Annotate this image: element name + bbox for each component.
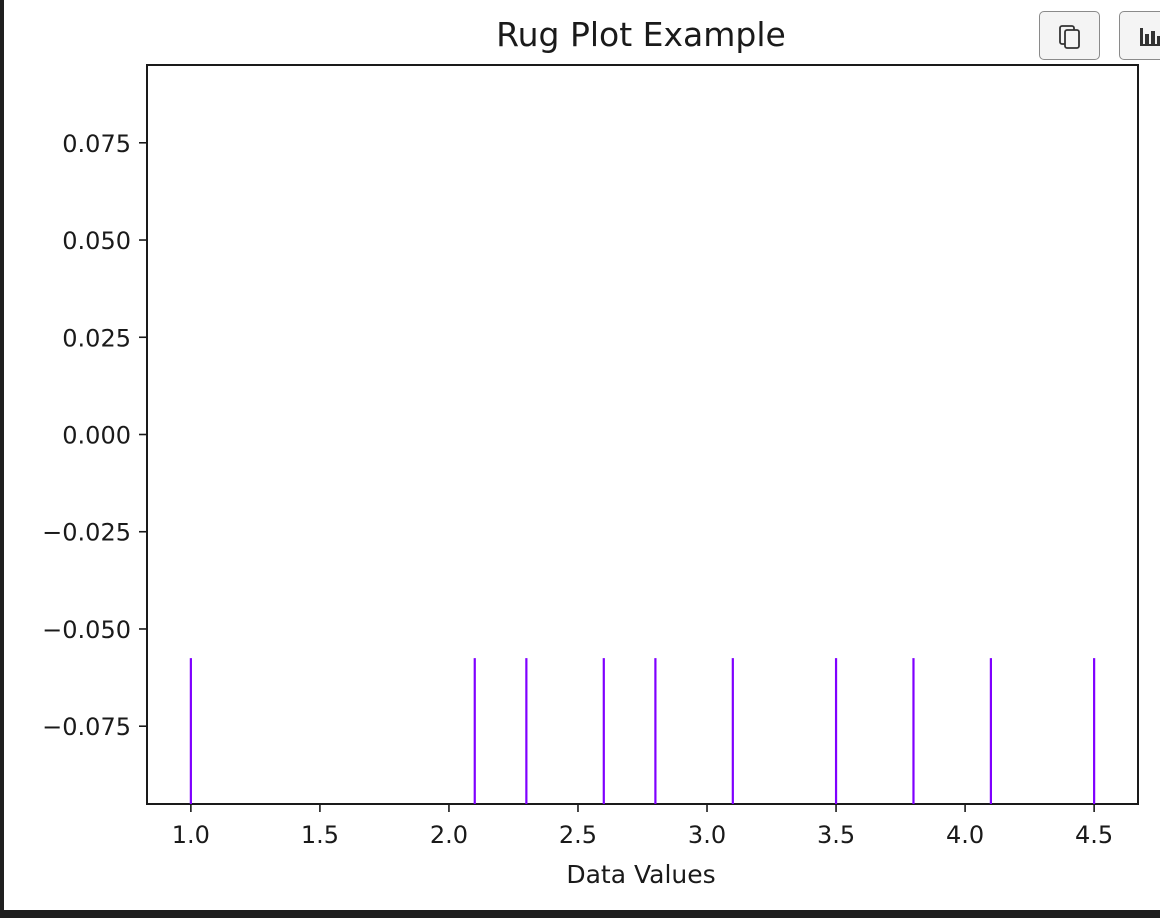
figure-window: Rug Plot Example 1.0 1.5 2.0 2.5 3.0 3.5 4.0 4.… bbox=[4, 0, 1160, 910]
chart-title: Rug Plot Example bbox=[496, 15, 786, 54]
y-tick-label: −0.075 bbox=[42, 713, 131, 741]
y-tick-label: −0.050 bbox=[42, 616, 131, 644]
x-axis: 1.0 1.5 2.0 2.5 3.0 3.5 4.0 4.5 bbox=[172, 804, 1113, 849]
x-tick-label: 3.0 bbox=[688, 821, 726, 849]
bar-chart-icon bbox=[1140, 28, 1160, 46]
y-tick-label: 0.025 bbox=[62, 324, 131, 352]
x-tick-label: 4.0 bbox=[946, 821, 984, 849]
y-axis: 0.075 0.050 0.025 0.000 −0.025 −0.050 −0.075 bbox=[42, 130, 147, 741]
y-tick-label: 0.000 bbox=[62, 422, 131, 450]
chart-view-button[interactable] bbox=[1119, 11, 1160, 60]
x-axis-label: Data Values bbox=[566, 860, 715, 889]
y-tick-label: 0.075 bbox=[62, 130, 131, 158]
x-tick-label: 2.5 bbox=[559, 821, 597, 849]
x-tick-label: 1.0 bbox=[172, 821, 210, 849]
copy-button[interactable] bbox=[1039, 11, 1100, 60]
x-tick-label: 4.5 bbox=[1075, 821, 1113, 849]
x-tick-label: 2.0 bbox=[430, 821, 468, 849]
rug-marks bbox=[189, 658, 1096, 804]
rug-plot-chart: Rug Plot Example 1.0 1.5 2.0 2.5 3.0 3.5 4.0 4.… bbox=[42, 15, 1139, 889]
copy-icon bbox=[1059, 25, 1080, 49]
y-tick-label: 0.050 bbox=[62, 227, 131, 255]
y-tick-label: −0.025 bbox=[42, 519, 131, 547]
plot-area bbox=[146, 64, 1139, 805]
x-tick-label: 3.5 bbox=[817, 821, 855, 849]
x-tick-label: 1.5 bbox=[301, 821, 339, 849]
